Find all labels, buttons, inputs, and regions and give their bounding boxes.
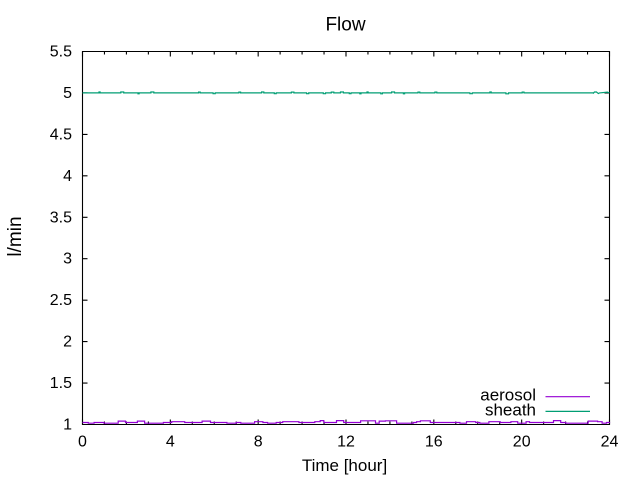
svg-text:4: 4 [166, 434, 175, 451]
svg-text:2.5: 2.5 [50, 292, 72, 309]
svg-text:8: 8 [254, 434, 263, 451]
svg-text:1.5: 1.5 [50, 375, 72, 392]
svg-text:aerosol: aerosol [480, 385, 536, 404]
svg-text:5.5: 5.5 [50, 44, 72, 61]
svg-text:0: 0 [78, 434, 87, 451]
svg-text:3: 3 [63, 251, 72, 268]
svg-text:sheath: sheath [485, 400, 536, 419]
svg-text:3.5: 3.5 [50, 209, 72, 226]
svg-text:16: 16 [425, 434, 443, 451]
svg-text:12: 12 [337, 434, 355, 451]
svg-text:20: 20 [513, 434, 531, 451]
svg-text:Time [hour]: Time [hour] [302, 456, 387, 475]
svg-text:24: 24 [601, 434, 619, 451]
svg-text:5: 5 [63, 85, 72, 102]
svg-text:l/min: l/min [5, 216, 26, 256]
svg-text:Flow: Flow [325, 15, 365, 36]
svg-text:1: 1 [63, 417, 72, 434]
svg-text:2: 2 [63, 334, 72, 351]
svg-text:4.5: 4.5 [50, 126, 72, 143]
svg-text:4: 4 [63, 168, 72, 185]
